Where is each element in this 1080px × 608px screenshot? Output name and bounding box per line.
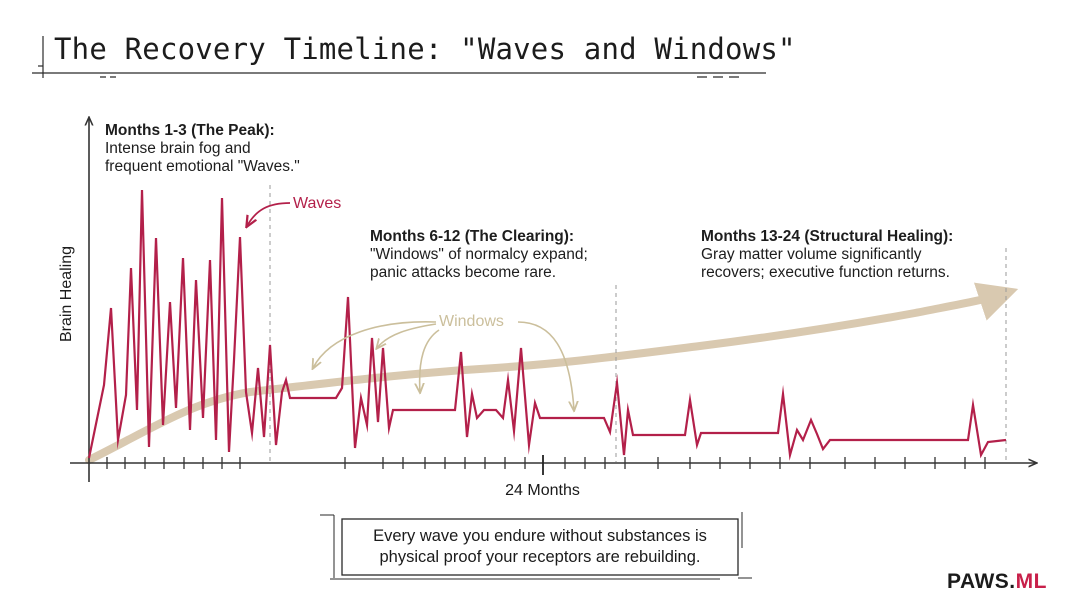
annotation-heading: Months 1-3 (The Peak): xyxy=(105,122,275,139)
phase-dividers xyxy=(269,185,1007,462)
annotation-heading: Months 6-12 (The Clearing): xyxy=(370,228,575,245)
brand-suffix: ML xyxy=(1015,570,1047,593)
annotation-body: Gray matter volume significantly recover… xyxy=(701,246,950,281)
annotation-body: "Windows" of normalcy expand; panic atta… xyxy=(370,246,588,281)
quote-box-frame xyxy=(320,512,752,580)
quote-box-text: Every wave you endure without substances… xyxy=(373,527,707,566)
annotation-months-6-12: Months 6-12 (The Clearing): "Windows" of… xyxy=(370,228,588,282)
waves-label: Waves xyxy=(293,195,342,212)
page-title: The Recovery Timeline: "Waves and Window… xyxy=(54,32,796,66)
waves-pointer-arrow xyxy=(247,202,291,226)
annotation-body: Intense brain fog and frequent emotional… xyxy=(105,140,300,175)
windows-pointer-arrows xyxy=(313,321,574,410)
y-axis-label: Brain Healing xyxy=(58,245,75,343)
trend-line xyxy=(85,282,1019,464)
x-axis-ticks xyxy=(106,455,986,475)
annotation-months-13-24: Months 13-24 (Structural Healing): Gray … xyxy=(701,228,953,282)
brand-name: PAWS. xyxy=(947,570,1016,593)
x-axis-label: 24 Months xyxy=(505,482,580,499)
annotation-months-1-3: Months 1-3 (The Peak): Intense brain fog… xyxy=(105,122,300,176)
windows-label: Windows xyxy=(439,313,504,330)
title-frame xyxy=(32,36,766,78)
brand-logo: PAWS.ML xyxy=(947,570,1047,594)
annotation-heading: Months 13-24 (Structural Healing): xyxy=(701,228,954,245)
